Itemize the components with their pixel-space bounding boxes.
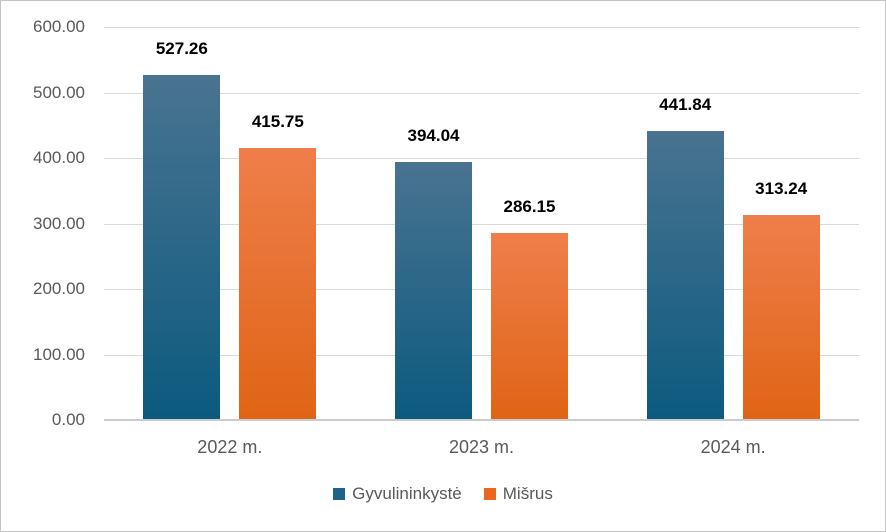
bars-layer [104,27,859,420]
legend-swatch-icon [333,488,346,500]
data-label: 527.26 [155,38,208,58]
category-label: 2022 m. [197,437,263,457]
bar-gyvulininkystė-2023[interactable] [395,161,472,420]
gridline [104,223,859,225]
gridline [104,158,859,159]
bar-mišrus-2024[interactable] [742,214,820,420]
x-axis-line [104,419,859,421]
category-label: 2023 m. [448,437,515,457]
gridline [104,354,859,356]
gridline [104,27,859,28]
bar-gyvulininkystė-2024[interactable] [646,130,724,420]
bar-mišrus-2023[interactable] [491,232,568,420]
bar-gyvulininkystė-2022[interactable] [143,74,221,420]
legend-item-gyvulininkystė[interactable]: Gyvulininkystė [333,484,462,504]
y-tick-label: 0.00 [51,410,85,429]
legend-label: Gyvulininkystė [352,484,462,503]
data-label: 286.15 [503,196,556,216]
y-tick-label: 100.00 [33,344,85,364]
y-tick-label: 500.00 [33,82,85,102]
y-tick-label: 600.00 [33,17,85,36]
y-tick-label: 400.00 [33,148,85,167]
gridlines [104,27,859,420]
data-label: 415.75 [251,111,304,131]
data-label: 313.24 [755,178,808,198]
gridline [104,92,859,94]
legend-label: Mišrus [502,484,553,503]
legend-item-mišrus[interactable]: Mišrus [483,484,553,504]
legend: Gyvulininkystė Mišrus [1,484,885,504]
y-tick-label: 300.00 [33,213,85,233]
y-tick-label: 200.00 [33,279,85,298]
legend-swatch-icon [483,488,496,500]
data-label: 394.04 [407,125,460,145]
gridline [104,289,859,290]
category-label: 2024 m. [700,437,766,457]
bar-mišrus-2022[interactable] [239,147,317,420]
data-label: 441.84 [659,94,712,114]
